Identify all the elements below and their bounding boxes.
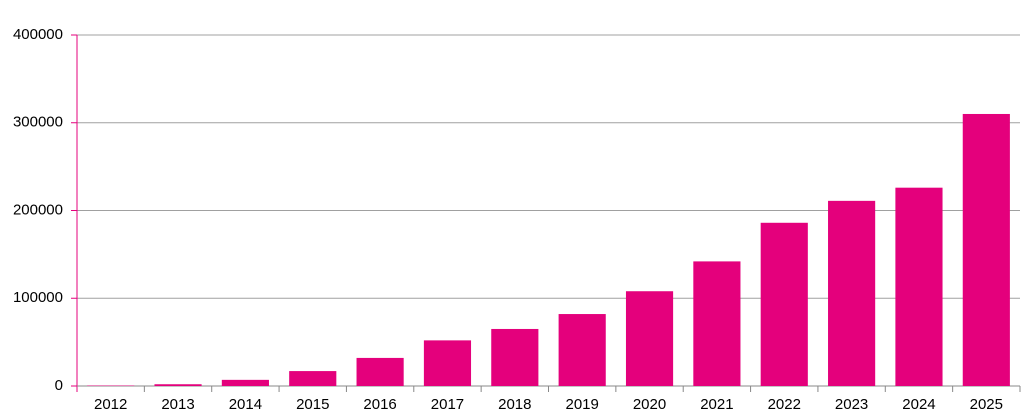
x-tick-label: 2012 <box>94 396 127 413</box>
x-tick-label: 2020 <box>633 396 666 413</box>
bar <box>221 379 269 386</box>
bar <box>423 340 472 386</box>
y-tick-label: 100000 <box>13 289 63 306</box>
x-tick-label: 2022 <box>768 396 801 413</box>
bar <box>154 384 202 386</box>
y-tick-label: 400000 <box>13 26 63 43</box>
x-tick-label: 2018 <box>498 396 531 413</box>
bar <box>895 187 943 386</box>
x-tick-label: 2019 <box>565 396 598 413</box>
x-tick-label: 2024 <box>902 396 935 413</box>
x-tick-label: 2015 <box>296 396 329 413</box>
x-tick-label: 2014 <box>229 396 262 413</box>
bar <box>962 113 1010 386</box>
x-tick-label: 2016 <box>363 396 396 413</box>
y-tick-label: 300000 <box>13 114 63 131</box>
bar <box>289 371 337 386</box>
bar <box>828 200 876 386</box>
x-tick-label: 2021 <box>700 396 733 413</box>
bar <box>491 328 539 386</box>
x-tick-label: 2017 <box>431 396 464 413</box>
x-tick-label: 2025 <box>970 396 1003 413</box>
x-tick-label: 2023 <box>835 396 868 413</box>
bar <box>625 291 674 386</box>
bar <box>760 222 808 386</box>
bar <box>693 261 741 386</box>
bar <box>356 357 404 386</box>
bar <box>558 314 606 386</box>
y-tick-label: 200000 <box>13 201 63 218</box>
y-tick-label: 0 <box>55 377 63 394</box>
x-tick-label: 2013 <box>161 396 194 413</box>
